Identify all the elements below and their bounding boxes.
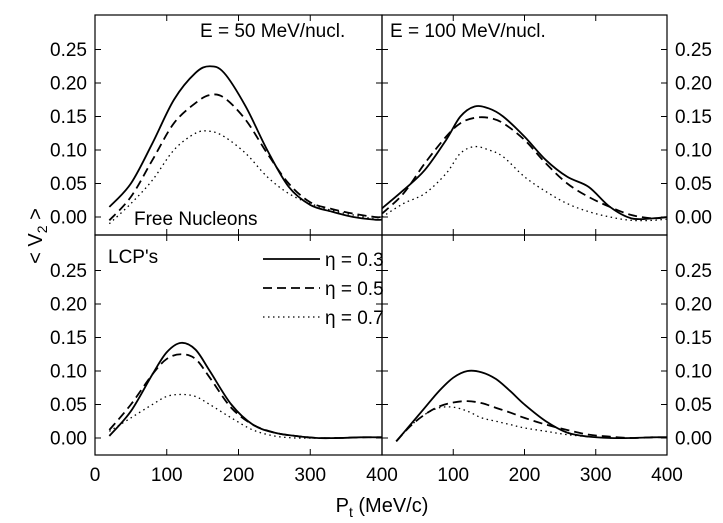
panel-label: E = 50 MeV/nucl. [200, 21, 345, 42]
panels: E = 50 MeV/nucl. Free Nucleons E = 100 MeV… [94, 14, 668, 456]
y-tick-label-right: 0.05 [675, 395, 712, 416]
series-line-0-5 [395, 400, 667, 442]
series-line-0-7 [395, 406, 667, 442]
series-line-0-3 [108, 341, 382, 440]
series-line-0-3 [382, 105, 667, 221]
panel-frame [381, 234, 668, 456]
panel-top-right: E = 100 MeV/nucl. [381, 14, 668, 236]
series-line-0-5 [108, 353, 382, 440]
x-tick-label: 100 [437, 465, 469, 486]
series-line-0-7 [109, 393, 382, 439]
x-tick-label: 100 [151, 465, 183, 486]
series-line-0-7 [382, 145, 667, 222]
series-group [108, 341, 382, 440]
legend: η = 0.3 η = 0.5 η = 0.7 [263, 250, 384, 329]
x-tick-label: 0 [90, 465, 101, 486]
x-axis-title: Pt (MeV/c) [336, 495, 429, 520]
series-group [395, 369, 667, 442]
y-tick-label-right: 0.20 [675, 295, 712, 316]
y-tick-label: 0.05 [50, 395, 87, 416]
y-tick-label: 0.00 [50, 429, 87, 450]
panel-bottom-right [381, 234, 668, 456]
y-tick-label-right: 0.20 [675, 74, 712, 95]
x-tick-label: 200 [509, 465, 541, 486]
panel-label: LCP's [108, 247, 158, 268]
y-tick-label-right: 0.10 [675, 362, 712, 383]
x-tick-label: 300 [294, 465, 326, 486]
y-tick-label: 0.15 [50, 328, 87, 349]
panel-top-left: E = 50 MeV/nucl. Free Nucleons [94, 14, 383, 236]
series-group [108, 65, 382, 225]
series-group [382, 105, 667, 222]
series-line-0-3 [395, 369, 667, 442]
x-tick-label: 200 [223, 465, 255, 486]
panel-label: E = 100 MeV/nucl. [390, 21, 546, 42]
y-tick-label: 0.25 [50, 40, 87, 61]
y-tick-label: 0.05 [50, 174, 87, 195]
legend-label: η = 0.3 [325, 250, 384, 271]
series-line-0-3 [108, 65, 382, 221]
series-line-0-5 [108, 93, 382, 221]
x-tick-label: 300 [580, 465, 612, 486]
panel-frame [94, 14, 383, 236]
y-tick-label: 0.20 [50, 74, 87, 95]
series-line-0-5 [382, 116, 667, 220]
y-tick-label: 0.00 [50, 208, 87, 229]
y-tick-label: 0.10 [50, 362, 87, 383]
y-axis-title: < V2 > [25, 208, 50, 264]
y-tick-label-right: 0.05 [675, 174, 712, 195]
y-tick-label: 0.10 [50, 141, 87, 162]
y-tick-label-right: 0.25 [675, 261, 712, 282]
y-tick-label-right: 0.10 [675, 141, 712, 162]
y-tick-label-right: 0.25 [675, 40, 712, 61]
legend-label: η = 0.7 [325, 308, 384, 329]
y-tick-label-right: 0.15 [675, 107, 712, 128]
y-tick-label-right: 0.15 [675, 328, 712, 349]
y-tick-label: 0.25 [50, 261, 87, 282]
y-tick-label: 0.15 [50, 107, 87, 128]
legend-label: η = 0.5 [325, 279, 384, 300]
x-tick-label: 400 [651, 465, 683, 486]
axes-text: 0.00 0.05 0.10 0.15 0.20 0.25 0.00 0.05 0.10 0.15… [25, 40, 712, 520]
x-tick-label: 400 [366, 465, 398, 486]
panel-frame [381, 14, 668, 236]
y-tick-label: 0.20 [50, 295, 87, 316]
y-tick-label-right: 0.00 [675, 429, 712, 450]
panel-corner-label: Free Nucleons [134, 209, 258, 230]
y-tick-label-right: 0.00 [675, 208, 712, 229]
